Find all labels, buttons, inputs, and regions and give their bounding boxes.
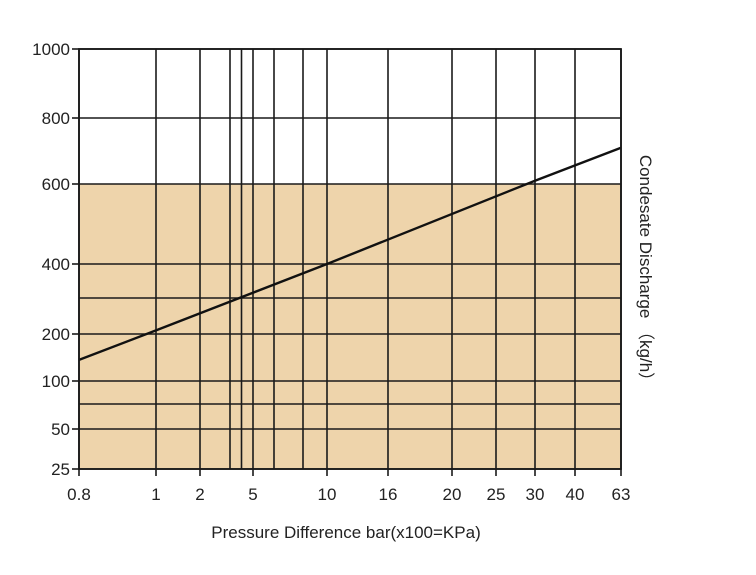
y-tick-label: 50 bbox=[51, 420, 70, 439]
x-tick-label: 40 bbox=[566, 485, 585, 504]
x-tick-label: 2 bbox=[195, 485, 204, 504]
y-tick-label: 600 bbox=[42, 175, 70, 194]
y-tick-label: 400 bbox=[42, 255, 70, 274]
series-line bbox=[78, 146, 622, 362]
x-tick-label: 20 bbox=[443, 485, 462, 504]
x-tick-label: 0.8 bbox=[67, 485, 91, 504]
y-axis-title: Condesate Discharge （kg/h） bbox=[636, 155, 655, 389]
shaded-region bbox=[79, 184, 621, 469]
x-tick-label: 10 bbox=[318, 485, 337, 504]
y-tick-label: 1000 bbox=[32, 40, 70, 59]
x-tick-label: 63 bbox=[612, 485, 631, 504]
x-tick-label: 25 bbox=[487, 485, 506, 504]
y-tick-label: 100 bbox=[42, 372, 70, 391]
x-axis-title: Pressure Difference bar(x100=KPa) bbox=[211, 523, 480, 542]
x-tick-label: 30 bbox=[526, 485, 545, 504]
y-tick-label: 25 bbox=[51, 460, 70, 479]
y-tick-label: 200 bbox=[42, 325, 70, 344]
x-tick-label: 5 bbox=[248, 485, 257, 504]
plot-frame bbox=[78, 48, 622, 470]
y-tick-label: 800 bbox=[42, 109, 70, 128]
x-tick-label: 1 bbox=[151, 485, 160, 504]
x-tick-label: 16 bbox=[379, 485, 398, 504]
